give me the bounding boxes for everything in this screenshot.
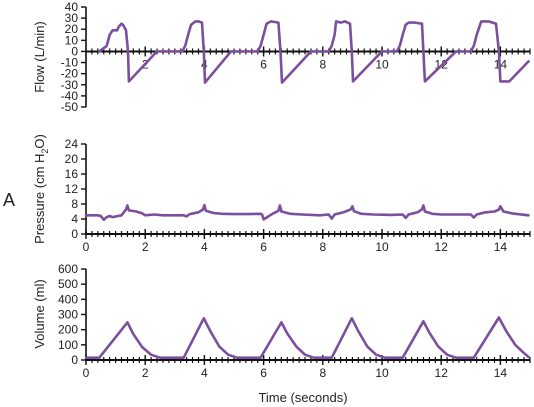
- volume-x-tick-label: 4: [201, 366, 208, 380]
- pressure-y-tick-label: 4: [71, 212, 78, 226]
- flow-y-tick-label: -30: [61, 78, 79, 92]
- volume-y-tick-label: 500: [58, 277, 78, 291]
- volume-y-tick-label: 600: [58, 262, 78, 276]
- flow-y-tick-label: 10: [65, 33, 79, 47]
- pressure-x-tick-label: 10: [375, 240, 389, 254]
- volume-x-tick-label: 8: [319, 366, 326, 380]
- flow-y-axis-label: Flow (L/min): [32, 21, 47, 93]
- flow-y-tick-label: -40: [61, 89, 79, 103]
- volume-y-tick-label: 200: [58, 323, 78, 337]
- volume-x-tick-label: 10: [375, 366, 389, 380]
- pressure-y-axis-label: Pressure (cm H2O): [32, 134, 50, 244]
- flow-y-tick-label: 0: [71, 44, 78, 58]
- flow-x-tick-label: 6: [260, 57, 267, 71]
- pressure-x-tick-label: 14: [494, 240, 508, 254]
- pressure-x-tick-label: 2: [142, 240, 149, 254]
- volume-y-tick-label: 100: [58, 338, 78, 352]
- pressure-x-tick-label: 8: [319, 240, 326, 254]
- pressure-y-tick-label: 16: [65, 167, 79, 181]
- flow-y-tick-label: 40: [65, 0, 79, 14]
- flow-x-tick-label: 10: [375, 57, 389, 71]
- volume-x-tick-label: 12: [435, 366, 449, 380]
- volume-waveform-line: [84, 316, 530, 360]
- volume-y-axis-label: Volume (ml): [32, 279, 47, 348]
- pressure-x-tick-label: 6: [260, 240, 267, 254]
- x-axis-title: Time (seconds): [258, 390, 347, 405]
- pressure-x-tick-label: 12: [435, 240, 449, 254]
- flow-x-tick-label: 8: [319, 57, 326, 71]
- pressure-y-tick-label: 12: [65, 182, 79, 196]
- volume-x-tick-label: 6: [260, 366, 267, 380]
- volume-x-tick-label: 2: [142, 366, 149, 380]
- volume-x-tick-label: 0: [83, 366, 90, 380]
- volume-y-tick-label: 0: [71, 353, 78, 367]
- flow-y-tick-label: -20: [61, 67, 79, 81]
- flow-waveform-line: [98, 20, 530, 84]
- volume-y-tick-label: 400: [58, 292, 78, 306]
- pressure-waveform-line: [84, 203, 530, 222]
- panel-letter: A: [3, 190, 15, 210]
- flow-y-tick-label: 30: [65, 11, 79, 25]
- flow-y-tick-label: -50: [61, 100, 79, 114]
- volume-x-tick-label: 14: [494, 366, 508, 380]
- volume-y-tick-label: 300: [58, 308, 78, 322]
- pressure-y-tick-label: 0: [71, 227, 78, 241]
- pressure-y-tick-label: 8: [71, 197, 78, 211]
- pressure-y-tick-label: 20: [65, 152, 79, 166]
- flow-y-tick-label: 20: [65, 22, 79, 36]
- flow-y-tick-label: -10: [61, 56, 79, 70]
- pressure-x-tick-label: 4: [201, 240, 208, 254]
- pressure-x-tick-label: 0: [83, 240, 90, 254]
- pressure-y-tick-label: 24: [65, 137, 79, 151]
